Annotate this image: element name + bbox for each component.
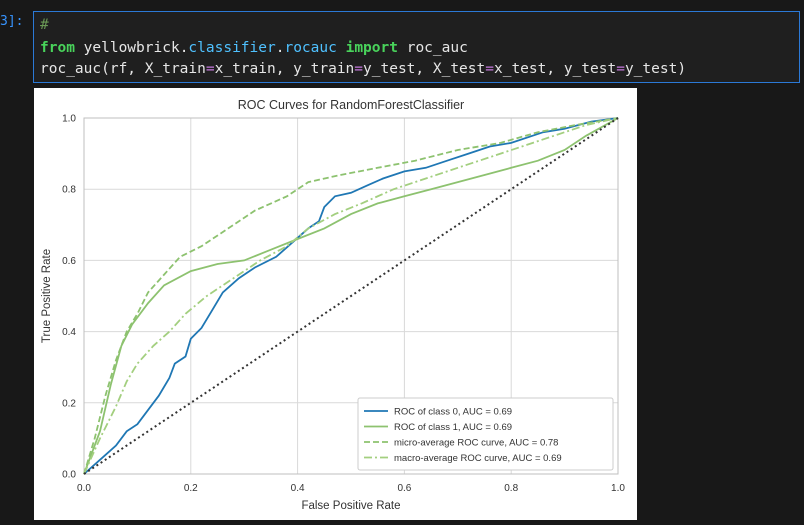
legend-entry: ROC of class 1, AUC = 0.69 — [394, 422, 512, 433]
code-token: x_test, y_test — [493, 61, 617, 77]
code-token: . — [275, 40, 285, 56]
x-tick-label: 0.4 — [291, 483, 305, 494]
code-token: import — [345, 40, 398, 56]
x-tick-label: 0.6 — [397, 483, 411, 494]
series-line-3 — [83, 117, 619, 475]
code-token: x_train, y_train — [214, 61, 355, 77]
legend-entry: macro-average ROC curve, AUC = 0.69 — [394, 453, 562, 464]
y-tick-label: 0.6 — [62, 256, 76, 267]
chance-diagonal-line — [83, 117, 619, 475]
plot-frame — [83, 117, 619, 475]
cell-prompt: 3]: — [0, 14, 24, 29]
chart-title: ROC Curves for RandomForestClassifier — [238, 98, 464, 112]
code-token: = — [354, 61, 364, 77]
y-tick-label: 0.8 — [62, 185, 76, 196]
y-axis-label: True Positive Rate — [41, 249, 53, 343]
code-line-1: # — [40, 15, 49, 35]
legend-box — [357, 397, 614, 471]
x-tick-label: 0.0 — [77, 483, 91, 494]
x-tick-label: 0.8 — [504, 483, 518, 494]
legend-entry: micro-average ROC curve, AUC = 0.78 — [394, 438, 558, 449]
y-tick-label: 0.4 — [62, 327, 76, 338]
y-tick-label: 0.2 — [62, 398, 76, 409]
series-line-1 — [83, 117, 619, 475]
code-token: y_test, X_test — [363, 61, 486, 77]
code-token: # — [40, 17, 49, 33]
x-axis-label: False Positive Rate — [301, 500, 400, 512]
y-tick-label: 0.0 — [62, 470, 76, 481]
legend-entry: ROC of class 0, AUC = 0.69 — [394, 407, 512, 418]
code-token: roc_auc(rf, X_train — [40, 61, 206, 77]
code-token: y_test) — [624, 61, 687, 77]
code-token: = — [205, 61, 215, 77]
code-token — [75, 40, 84, 56]
code-token: = — [616, 61, 625, 77]
code-cell-editor[interactable]: # from yellowbrick.classifier.rocauc imp… — [33, 11, 800, 83]
code-token: = — [485, 61, 494, 77]
roc-chart: 0.0 0.2 0.4 0.6 0.8 1.0 0.0 0.2 0.4 0.6 0.8 1.0 ROC … — [41, 98, 625, 512]
code-token — [337, 40, 346, 56]
code-line-3: roc_auc(rf, X_train=x_train, y_train=y_t… — [40, 59, 686, 79]
x-tick-label: 1.0 — [611, 483, 625, 494]
code-token: rocauc — [284, 40, 337, 56]
code-token: classifier — [188, 40, 276, 56]
code-token: roc_auc — [397, 40, 468, 56]
code-token: from — [40, 40, 75, 56]
code-token: yellowbrick — [83, 40, 180, 56]
code-token: . — [179, 40, 189, 56]
code-line-2: from yellowbrick.classifier.rocauc impor… — [40, 38, 468, 58]
y-tick-label: 1.0 — [62, 114, 76, 125]
x-tick-label: 0.2 — [184, 483, 198, 494]
cell-output: 0.0 0.2 0.4 0.6 0.8 1.0 0.0 0.2 0.4 0.6 0.8 1.0 ROC … — [34, 88, 637, 520]
